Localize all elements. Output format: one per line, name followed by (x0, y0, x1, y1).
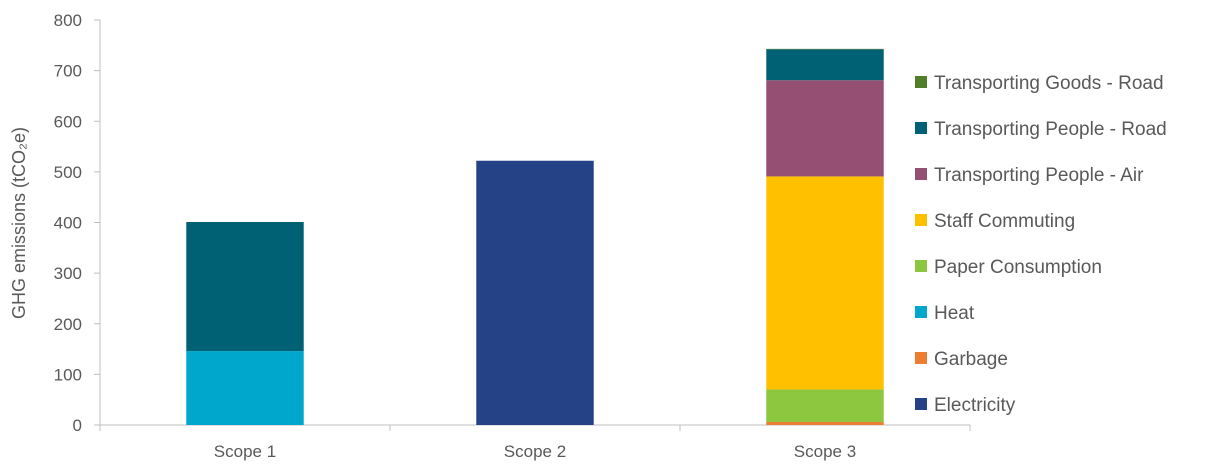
x-tick-label: Scope 3 (794, 442, 856, 461)
bar-segment-staff-commuting-scope-3 (766, 176, 884, 390)
legend-swatch (915, 352, 927, 364)
y-tick-label: 700 (54, 62, 82, 81)
legend-label: Transporting People - Road (934, 119, 1167, 140)
x-tick-label: Scope 1 (214, 442, 276, 461)
y-tick-label: 0 (73, 416, 82, 435)
y-tick-label: 400 (54, 214, 82, 233)
legend-swatch (915, 168, 927, 180)
legend-swatch (915, 76, 927, 88)
y-tick-label: 500 (54, 163, 82, 182)
bar-segment-electricity-scope-2 (476, 160, 594, 426)
legend-label: Transporting Goods - Road (934, 73, 1164, 94)
y-axis-title: GHG emissions (tCO₂e) (9, 127, 29, 319)
legend-label: Staff Commuting (934, 211, 1075, 232)
legend-swatch (915, 260, 927, 272)
legend-label: Transporting People - Air (934, 165, 1144, 186)
x-tick-label: Scope 2 (504, 442, 566, 461)
y-tick-label: 300 (54, 264, 82, 283)
y-tick-label: 100 (54, 365, 82, 384)
y-tick-label: 200 (54, 315, 82, 334)
bar-segment-transporting-people-air-scope-3 (766, 80, 884, 177)
bar-segment-transporting-people-road-scope-3 (766, 49, 884, 81)
y-tick-label: 800 (54, 11, 82, 30)
bar-segment-transporting-people-road-scope-1 (186, 221, 304, 352)
legend-swatch (915, 122, 927, 134)
legend-label: Paper Consumption (934, 257, 1102, 278)
bar-segment-paper-consumption-scope-3 (766, 389, 884, 422)
bar-segment-garbage-scope-3 (766, 421, 884, 425)
legend-label: Heat (934, 303, 975, 324)
bar-segment-heat-scope-1 (186, 351, 304, 425)
legend-swatch (915, 214, 927, 226)
bar-segment-transporting-goods-road-scope-3 (766, 48, 884, 50)
y-tick-label: 600 (54, 112, 82, 131)
legend-label: Garbage (934, 349, 1008, 370)
legend-swatch (915, 306, 927, 318)
legend-swatch (915, 398, 927, 410)
legend-label: Electricity (934, 395, 1016, 416)
